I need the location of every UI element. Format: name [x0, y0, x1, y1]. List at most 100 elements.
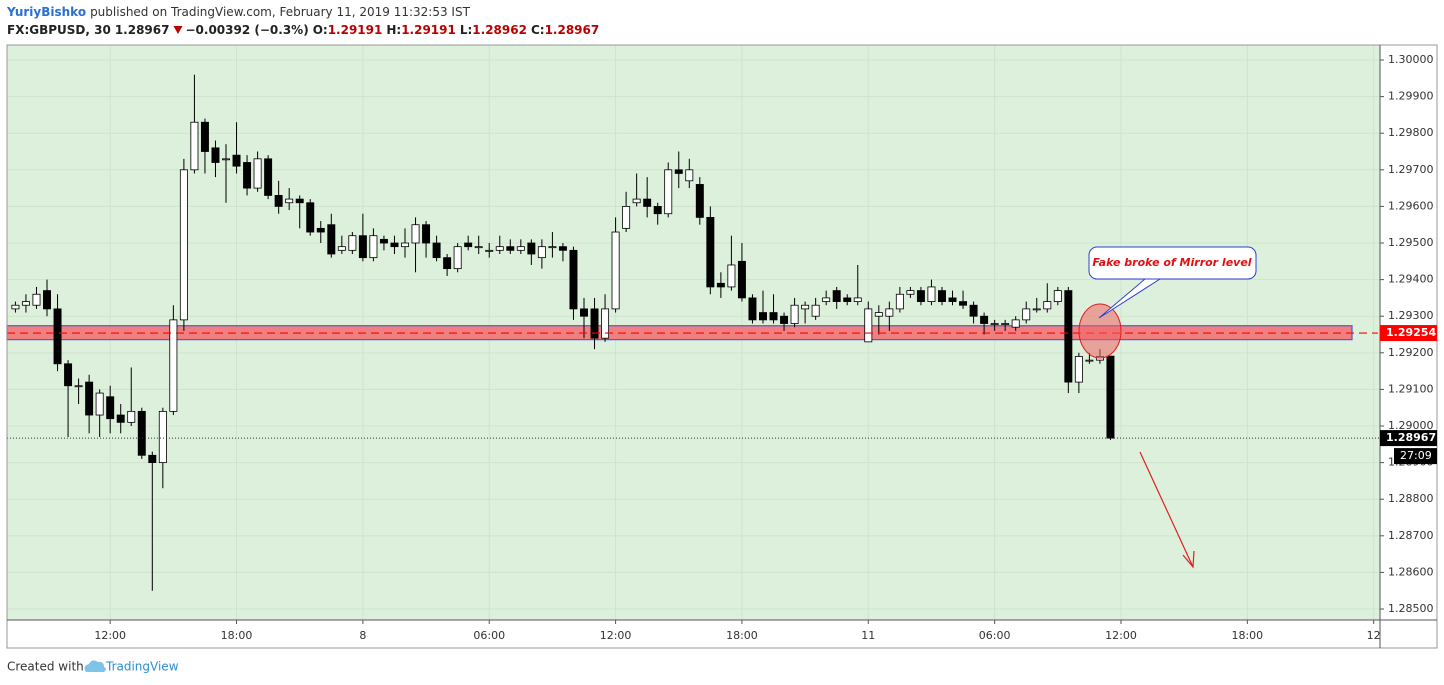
y-tick-label: 1.29400: [1388, 273, 1434, 286]
y-tick-label: 1.30000: [1388, 53, 1434, 66]
candle-body: [190, 121, 199, 171]
x-tick-label: 06:00: [473, 629, 505, 642]
candle-body: [948, 297, 957, 302]
highlight-ellipse: [1078, 303, 1122, 359]
candle-body: [906, 290, 915, 295]
x-tick-label: 12:00: [600, 629, 632, 642]
h-value: 1.29191: [401, 23, 456, 37]
x-tick-label: 18:00: [726, 629, 758, 642]
candle-body: [274, 195, 283, 207]
footer-brand[interactable]: TradingView: [105, 660, 179, 674]
y-tick-label: 1.29100: [1388, 382, 1434, 395]
down-triangle: [173, 26, 183, 34]
candle-body: [358, 235, 367, 259]
candle-body: [601, 308, 610, 339]
candle-body: [748, 297, 757, 321]
candle-body: [337, 246, 346, 251]
symbol: FX:GBPUSD, 30: [7, 23, 111, 37]
candle-body: [64, 363, 73, 387]
candle-body: [938, 290, 946, 302]
l-label: L:: [460, 23, 472, 37]
candle-body: [369, 235, 378, 259]
candle-body: [759, 312, 767, 321]
candle-body: [643, 198, 652, 207]
y-tick-label: 1.28800: [1388, 492, 1434, 505]
candle-body: [1106, 355, 1115, 439]
candle-body: [558, 246, 567, 251]
candle-body: [1053, 290, 1062, 302]
brand-logo[interactable]: [84, 660, 106, 672]
candle-body: [674, 169, 683, 174]
candle-body: [464, 242, 473, 248]
candle-body: [85, 381, 94, 416]
level-badge: [1380, 325, 1437, 342]
candle-body: [516, 246, 525, 251]
candle-body: [590, 308, 599, 339]
candle-body: [580, 308, 588, 317]
author[interactable]: YuriyBishko: [6, 5, 86, 19]
candle-body: [1032, 308, 1041, 311]
candle-body: [200, 121, 209, 152]
y-tick-label: 1.29300: [1388, 309, 1434, 322]
candle-body: [611, 231, 620, 310]
candle-body: [116, 414, 125, 423]
candle-body: [390, 242, 399, 248]
candle-body: [706, 216, 715, 288]
candle-body: [285, 198, 294, 204]
candle-body: [653, 206, 662, 215]
candle-body: [316, 227, 325, 233]
candle-body: [264, 158, 273, 196]
candle-body: [379, 238, 388, 244]
candle-body: [179, 169, 188, 321]
candle-body: [969, 304, 978, 317]
y-tick-label: 1.28700: [1388, 529, 1434, 542]
candle-body: [822, 297, 831, 302]
candle-body: [306, 202, 315, 233]
callout-pointer: [1098, 278, 1161, 319]
x-tick-label: 18:00: [1231, 629, 1263, 642]
c-value: 1.28967: [545, 23, 600, 37]
candle-body: [169, 319, 178, 412]
x-tick-label: 12: [1367, 629, 1381, 642]
candle-body: [885, 308, 894, 317]
x-tick-label: 12:00: [94, 629, 126, 642]
h-label: H:: [386, 23, 401, 37]
candle-body: [853, 297, 862, 302]
candle-body: [1001, 323, 1010, 325]
candle-body: [548, 246, 557, 249]
candle-body: [685, 169, 694, 182]
countdown: 27:09: [1400, 449, 1432, 462]
candle-body: [158, 410, 167, 464]
x-tick-label: 8: [359, 629, 366, 642]
y-tick-label: 1.29600: [1388, 199, 1434, 212]
candle-body: [622, 206, 631, 229]
o-value: 1.29191: [328, 23, 383, 37]
change: −0.00392 (−0.3%): [185, 23, 308, 37]
candle-body: [401, 242, 409, 248]
x-tick-label: 18:00: [221, 629, 253, 642]
candle-body: [348, 235, 357, 251]
candle-body: [32, 293, 41, 306]
price: 1.28967: [115, 23, 170, 37]
last-price-label: 1.28967: [1386, 431, 1436, 444]
y-tick-label: 1.29000: [1388, 419, 1434, 432]
candle-body: [916, 290, 925, 302]
candle-body: [695, 184, 704, 218]
candle-body: [222, 158, 230, 161]
candle-body: [211, 147, 220, 163]
candle-body: [727, 264, 736, 288]
y-tick-label: 1.29700: [1388, 163, 1434, 176]
candle-body: [527, 242, 536, 255]
candle-body: [832, 290, 841, 302]
candle-body: [1085, 359, 1094, 362]
l-value: 1.28962: [472, 23, 527, 37]
arrow-head: [1182, 550, 1195, 569]
candle-body: [664, 169, 673, 215]
candle-body: [243, 162, 252, 189]
candle-body: [137, 410, 146, 456]
candle-body: [990, 323, 999, 325]
candle-body: [716, 282, 725, 288]
candle-body: [485, 249, 494, 252]
candle-body: [443, 257, 452, 270]
candle-body: [474, 246, 483, 249]
